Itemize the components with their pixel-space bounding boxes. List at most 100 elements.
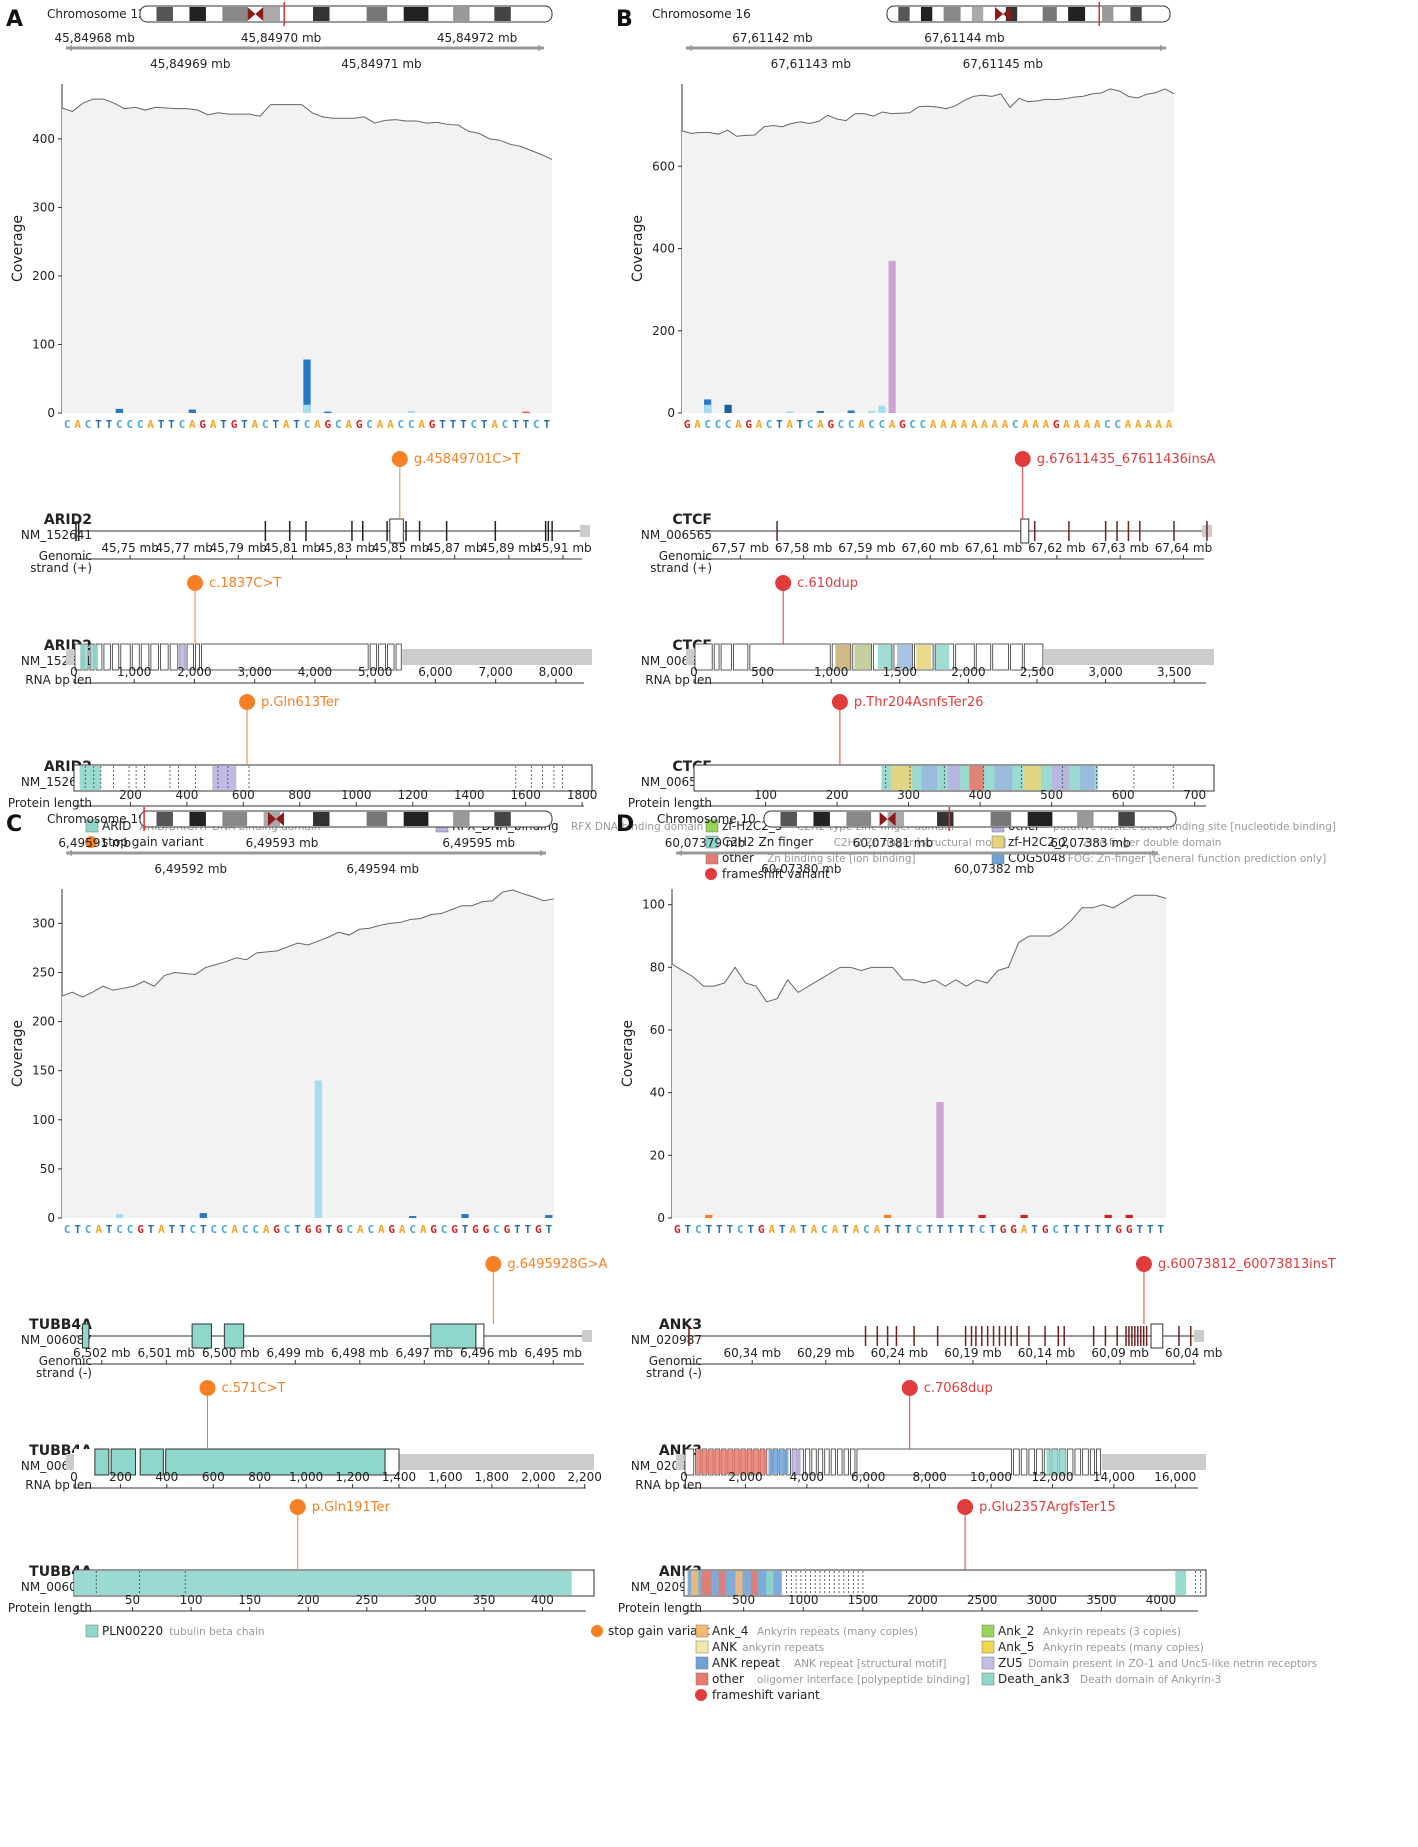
sequence-base: A xyxy=(1166,418,1173,431)
protein-tick-label: 1600 xyxy=(510,788,541,802)
sequence-base: C xyxy=(807,418,814,431)
sequence-base: T xyxy=(326,1223,333,1236)
snv-bar xyxy=(461,1214,469,1218)
y-tick-label: 250 xyxy=(32,965,55,979)
genomic-variant-exon xyxy=(389,518,404,544)
rna-tick-label: 0 xyxy=(690,665,698,679)
protein-domain xyxy=(74,1571,572,1595)
sequence-base: C xyxy=(137,418,144,431)
y-tick-label: 600 xyxy=(652,159,675,173)
snv-bar xyxy=(705,1214,713,1218)
rna-tick-label: 0 xyxy=(70,1470,78,1484)
sequence-base: G xyxy=(451,1223,458,1236)
rna-axis-label: RNA bp len xyxy=(635,1478,702,1492)
genomic-tick-label: 45,87 mb xyxy=(426,541,483,555)
rna-exon xyxy=(201,643,369,671)
chromosome-band xyxy=(813,812,830,826)
rna-tick-label: 4,000 xyxy=(790,1470,824,1484)
sequence-base: A xyxy=(769,1223,776,1236)
legend-swatch xyxy=(981,1624,995,1638)
y-tick-label: 100 xyxy=(32,1113,55,1127)
sequence-base: A xyxy=(95,1223,102,1236)
legend-marker xyxy=(695,1689,707,1701)
protein-domain xyxy=(947,766,961,790)
coverage-line xyxy=(61,889,555,998)
rna-utr-5 xyxy=(676,1454,684,1470)
genomic-utr xyxy=(580,525,590,537)
y-tick-label: 300 xyxy=(32,200,55,214)
genomic-variant-exon xyxy=(1020,518,1030,544)
variant-marker xyxy=(901,1380,918,1396)
genomic-variant-exon xyxy=(1150,1323,1164,1349)
snv-bar xyxy=(878,405,886,413)
coverage-area xyxy=(62,889,554,1218)
sequence-base: T xyxy=(439,418,446,431)
y-tick-label: 300 xyxy=(32,916,55,930)
y-axis-label: Coverage xyxy=(620,1020,636,1087)
legend-name: frameshift variant xyxy=(712,1688,820,1702)
coverage-line xyxy=(681,88,1175,137)
protein-tick-label: 3500 xyxy=(1086,1593,1117,1607)
sequence-base: C xyxy=(1012,418,1019,431)
protein-tick-label: 400 xyxy=(531,1593,554,1607)
sequence-base: C xyxy=(85,1223,92,1236)
legend-swatch xyxy=(981,1672,995,1686)
protein-tick-label: 500 xyxy=(732,1593,755,1607)
sequence-base: T xyxy=(779,1223,786,1236)
sequence-base: T xyxy=(684,1223,691,1236)
sequence-base: C xyxy=(1052,1223,1059,1236)
sequence-base: T xyxy=(748,1223,755,1236)
ruler-top-label: 6,49593 mb xyxy=(246,836,319,850)
sequence-base: T xyxy=(179,1223,186,1236)
rna-tick-label: 5,000 xyxy=(358,665,392,679)
genomic-tick-label: 6,501 mb xyxy=(138,1346,195,1360)
rna-tick-label: 2,200 xyxy=(568,1470,602,1484)
legend-swatch xyxy=(695,1656,709,1670)
sequence-base: A xyxy=(1002,418,1009,431)
protein-domain xyxy=(735,1571,743,1595)
chromosome-band xyxy=(937,812,954,826)
legend-name: Ank_2 xyxy=(998,1624,1034,1638)
sequence-base: G xyxy=(231,418,238,431)
sequence-base: T xyxy=(543,418,550,431)
rna-tick-label: 12,000 xyxy=(1031,1470,1073,1484)
genomic-tick-label: 60,24 mb xyxy=(871,1346,928,1360)
sequence-base: A xyxy=(377,418,384,431)
sequence-base: G xyxy=(199,418,206,431)
chromosome-band xyxy=(1068,7,1086,21)
sequence-base: C xyxy=(879,418,886,431)
sequence-base: A xyxy=(1094,418,1101,431)
sequence-base: C xyxy=(848,418,855,431)
rna-exon xyxy=(1066,1448,1074,1476)
ruler-top-label: 45,84972 mb xyxy=(437,31,517,45)
rna-exon xyxy=(837,1448,843,1476)
snv-bar xyxy=(1125,1214,1133,1218)
sequence-base: T xyxy=(74,1223,81,1236)
snv-bar xyxy=(978,1214,986,1218)
rna-tick-label: 400 xyxy=(155,1470,178,1484)
sequence-base: T xyxy=(926,1223,933,1236)
chromosome-band xyxy=(1027,812,1053,826)
sequence-base: G xyxy=(472,1223,479,1236)
variant-label: c.610dup xyxy=(797,576,858,591)
protein-tick-label: 2000 xyxy=(907,1593,938,1607)
variant-marker xyxy=(199,1380,216,1396)
protein-tick-label: 400 xyxy=(969,788,992,802)
chromosome-band xyxy=(971,7,984,21)
sequence-base: G xyxy=(429,418,436,431)
rna-utr-3 xyxy=(402,649,592,665)
strand-label: Genomic xyxy=(39,549,92,563)
coverage-area xyxy=(62,99,552,414)
genomic-tick-label: 67,61 mb xyxy=(965,541,1022,555)
y-tick-label: 0 xyxy=(47,406,55,420)
sequence-base: T xyxy=(937,1223,944,1236)
sequence-base: A xyxy=(378,1223,385,1236)
sequence-base: C xyxy=(210,1223,217,1236)
panel-letter: B xyxy=(616,7,633,32)
protein-tick-label: 200 xyxy=(826,788,849,802)
legend-desc: C2H2 Zn finger [structural motif] xyxy=(834,837,1007,849)
y-axis-label: Coverage xyxy=(10,1020,26,1087)
rna-exon xyxy=(850,1448,856,1476)
sequence-base: G xyxy=(684,418,691,431)
chromosome-band xyxy=(313,7,330,21)
